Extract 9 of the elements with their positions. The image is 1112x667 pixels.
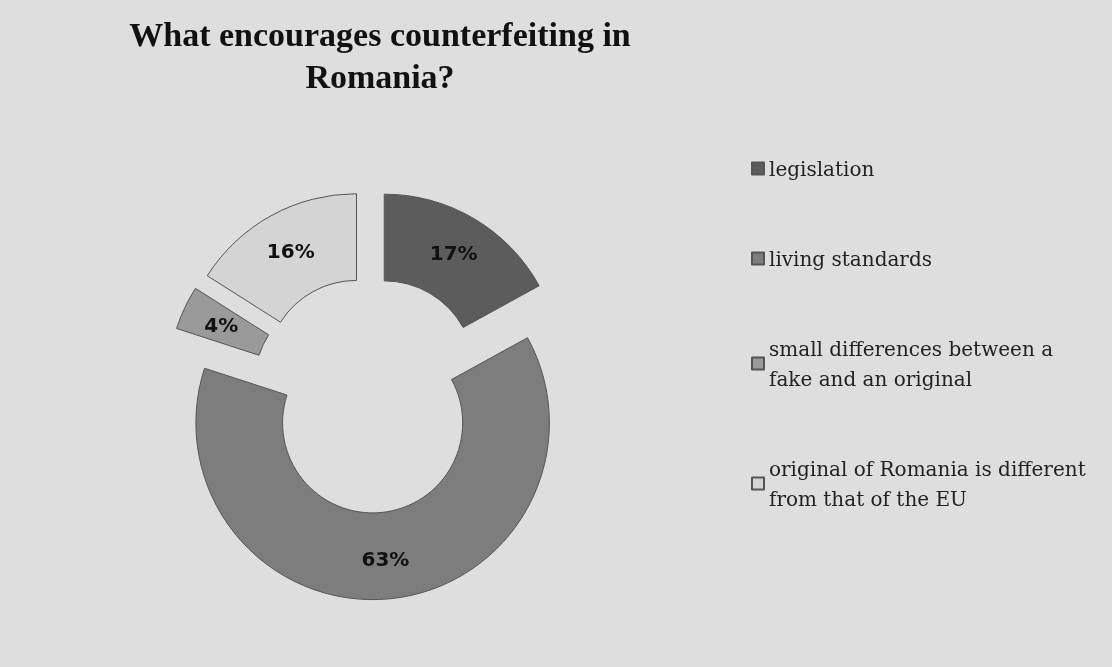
data-label: 17%: [429, 241, 478, 266]
legend-label: living standards: [769, 246, 932, 271]
chart-title: What encourages counterfeiting in Romania?: [129, 15, 631, 95]
legend-label: small differences between a fake and an original: [769, 336, 1060, 391]
data-label: 4%: [204, 313, 239, 337]
data-label: 63%: [361, 546, 410, 571]
data-label: 16%: [266, 238, 315, 263]
legend-label: original of Romania is different from that of the EU: [769, 456, 1093, 511]
legend-label: legislation: [769, 156, 875, 181]
